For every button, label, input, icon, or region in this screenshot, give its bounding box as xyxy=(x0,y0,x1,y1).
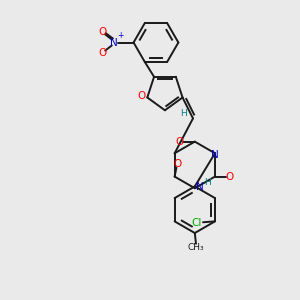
Text: H: H xyxy=(180,110,187,118)
Text: +: + xyxy=(118,32,124,40)
Text: N: N xyxy=(196,182,204,192)
Text: N: N xyxy=(110,38,118,47)
Text: O: O xyxy=(138,91,146,101)
Text: H: H xyxy=(204,178,211,187)
Text: O: O xyxy=(226,172,234,182)
Text: N: N xyxy=(211,150,219,160)
Text: O: O xyxy=(173,159,181,169)
Text: O: O xyxy=(176,136,184,147)
Text: CH₃: CH₃ xyxy=(188,243,205,252)
Text: O: O xyxy=(99,48,107,58)
Text: Cl: Cl xyxy=(191,218,201,228)
Text: O: O xyxy=(99,27,107,37)
